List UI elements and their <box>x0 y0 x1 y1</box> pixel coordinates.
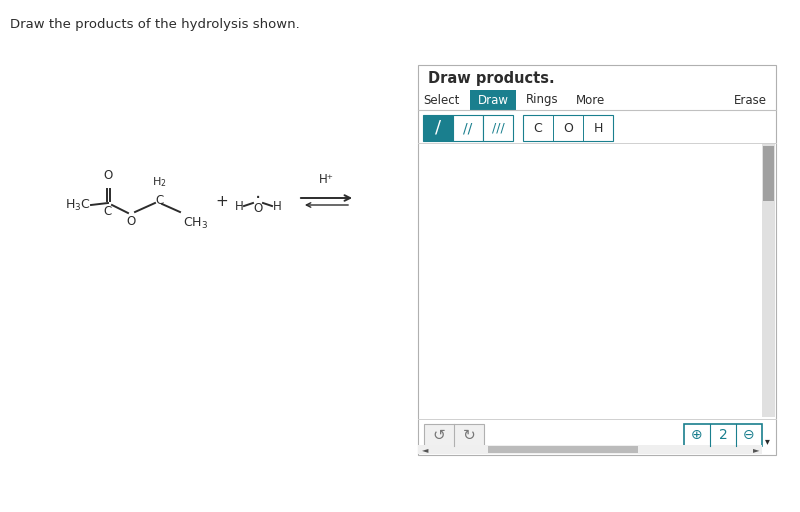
Text: ///: /// <box>492 121 504 135</box>
Text: ↻: ↻ <box>462 428 475 442</box>
Bar <box>483 115 513 141</box>
Text: +: + <box>216 195 228 209</box>
Bar <box>418 65 776 455</box>
Text: ⊖: ⊖ <box>743 428 755 442</box>
Text: 2: 2 <box>718 428 727 442</box>
Bar <box>470 90 516 110</box>
Text: O: O <box>254 202 262 215</box>
Bar <box>488 446 638 453</box>
Text: O: O <box>103 169 113 182</box>
Text: /: / <box>435 119 441 137</box>
Text: H: H <box>234 201 243 214</box>
Text: H: H <box>273 201 282 214</box>
Text: ↺: ↺ <box>433 428 446 442</box>
Text: C: C <box>155 194 163 206</box>
Text: H⁺: H⁺ <box>319 173 334 186</box>
Text: ⊕: ⊕ <box>691 428 703 442</box>
Text: $\mathregular{H_2}$: $\mathregular{H_2}$ <box>152 175 166 189</box>
Text: $\mathregular{H_3C}$: $\mathregular{H_3C}$ <box>65 198 90 212</box>
Bar <box>423 115 453 141</box>
Text: Draw the products of the hydrolysis shown.: Draw the products of the hydrolysis show… <box>10 18 300 31</box>
Text: .: . <box>255 182 261 202</box>
Text: Draw products.: Draw products. <box>428 72 554 87</box>
Bar <box>523 115 613 141</box>
Text: C: C <box>534 121 542 135</box>
Text: O: O <box>563 121 573 135</box>
Bar <box>424 424 484 446</box>
Text: H: H <box>594 121 602 135</box>
Text: //: // <box>463 121 473 135</box>
Text: C: C <box>104 205 112 218</box>
Text: Draw: Draw <box>478 94 509 106</box>
Text: $\mathregular{CH_3}$: $\mathregular{CH_3}$ <box>183 216 208 231</box>
Text: Select: Select <box>423 94 459 106</box>
Bar <box>418 445 762 454</box>
Text: ◄: ◄ <box>422 445 428 454</box>
Text: Rings: Rings <box>526 94 558 106</box>
Text: Erase: Erase <box>734 94 767 106</box>
Text: O: O <box>126 215 136 228</box>
Bar <box>684 424 762 446</box>
Bar <box>763 146 774 201</box>
Text: More: More <box>576 94 606 106</box>
Bar <box>762 143 775 417</box>
Bar <box>453 115 483 141</box>
Text: ▾: ▾ <box>765 436 770 446</box>
Text: ►: ► <box>753 445 759 454</box>
